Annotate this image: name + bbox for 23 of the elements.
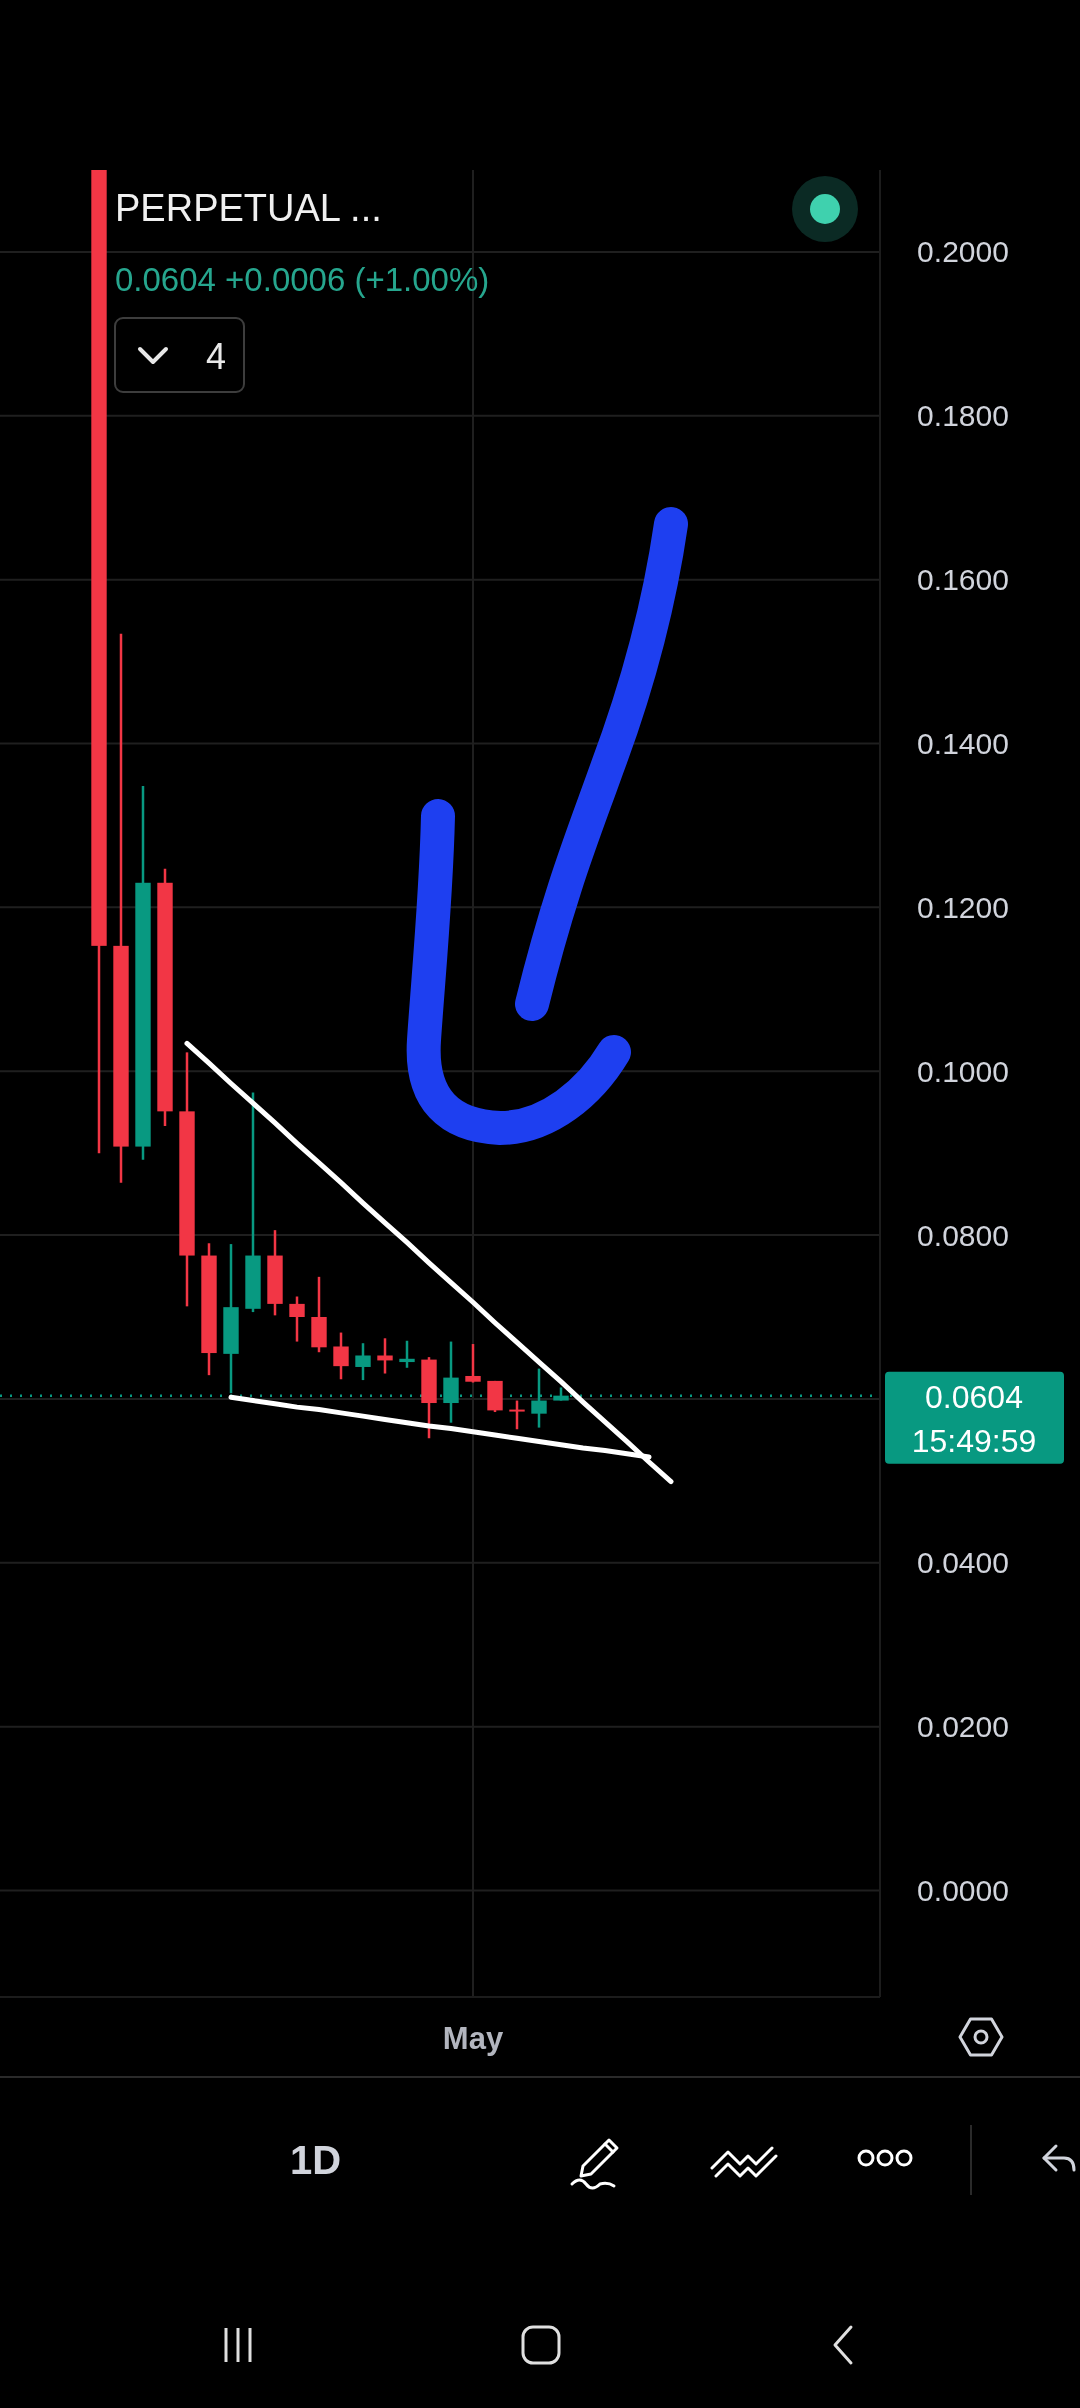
text: 1D <box>290 2138 342 2182</box>
y-tick-label: 0.1200 <box>917 890 1009 924</box>
annotation: 4 <box>205 335 227 377</box>
y-tick-label: 0.0200 <box>917 1710 1009 1744</box>
y-tick-label: 0.0400 <box>917 1546 1009 1580</box>
text: 15:49:59 <box>911 1422 1037 1459</box>
ref-line-label: 0.0604 <box>925 1378 1023 1415</box>
y-tick-label: 0.2000 <box>917 235 1009 269</box>
text: PERPETUAL ... <box>115 187 382 229</box>
y-tick-label: 0.0800 <box>917 1218 1009 1252</box>
y-tick-label: 0.1600 <box>917 563 1009 597</box>
x-tick-label: May <box>442 2020 504 2056</box>
candlestick <box>399 1339 415 1370</box>
candlestick <box>289 1295 305 1343</box>
candlestick <box>333 1331 349 1381</box>
y-tick-label: 0.0000 <box>917 1873 1009 1907</box>
text: 0.0604 +0.0006 (+1.00%) <box>115 260 490 298</box>
y-tick-label: 0.1800 <box>917 399 1009 433</box>
y-tick-label: 0.1400 <box>917 727 1009 760</box>
candlestick <box>465 1342 481 1384</box>
candlestick <box>509 1399 525 1431</box>
y-tick-label: 0.1000 <box>917 1054 1009 1088</box>
candlestick <box>355 1341 371 1382</box>
